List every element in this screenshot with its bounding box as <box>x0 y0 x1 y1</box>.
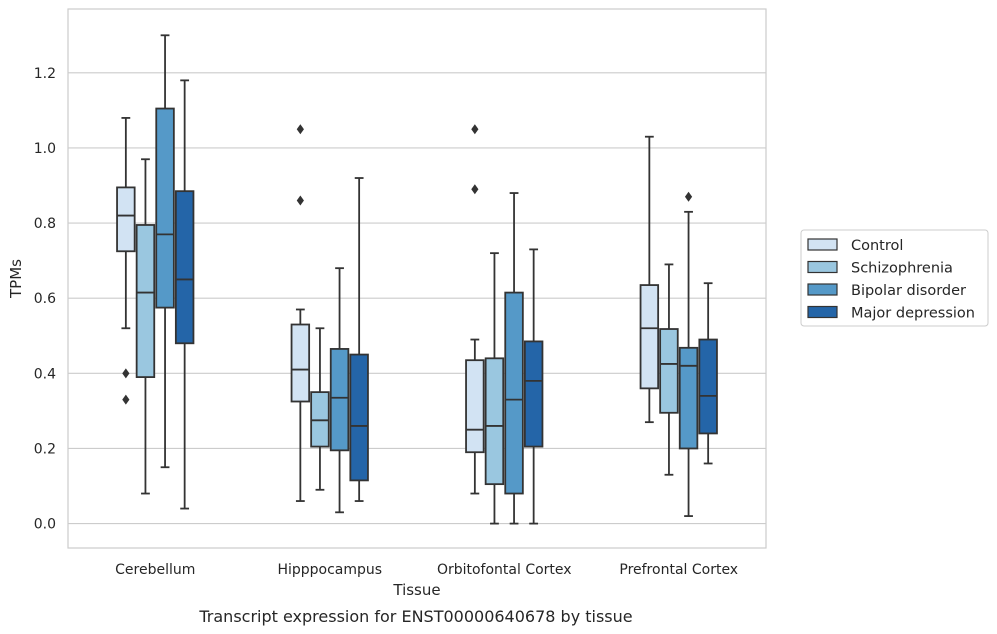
box-group <box>465 124 485 495</box>
y-axis-label: TPMs <box>7 259 25 299</box>
x-tick-label: Hipppocampus <box>277 562 382 578</box>
y-tick-label: 0.4 <box>34 366 56 382</box>
box-group <box>329 267 350 514</box>
outlier-point <box>684 191 693 202</box>
box <box>639 284 660 390</box>
figure-caption: Transcript expression for ENST0000064067… <box>198 607 632 626</box>
y-tick-labels: 0.0 0.2 0.4 0.6 0.8 1.0 1.2 <box>34 66 56 533</box>
box-group <box>174 79 195 510</box>
box <box>349 353 369 482</box>
box <box>329 348 350 452</box>
x-tick-label: Prefrontal Cortex <box>619 562 738 578</box>
box <box>465 359 485 454</box>
box-group <box>678 191 699 517</box>
box <box>174 190 195 345</box>
outlier-point <box>471 124 479 135</box>
legend-label: Bipolar disorder <box>851 283 966 299</box>
box-group <box>349 177 369 502</box>
legend-swatch <box>807 238 838 251</box>
y-tick-label: 1.2 <box>34 66 56 82</box>
box-plot-series <box>116 34 718 525</box>
box <box>698 338 718 435</box>
legend-frame <box>800 229 989 327</box>
outlier-point <box>122 368 130 379</box>
legend-label: Schizophrenia <box>851 261 953 277</box>
x-tick-label: Cerebellum <box>115 562 195 578</box>
outlier-point <box>471 184 479 195</box>
x-axis-label: Tissue <box>392 581 440 599</box>
box <box>135 224 156 378</box>
outlier-point <box>296 195 304 206</box>
box-group <box>135 158 156 495</box>
outlier-point <box>296 124 304 135</box>
x-tick-label: Orbitofontal Cortex <box>437 562 572 578</box>
y-tick-label: 0.8 <box>34 216 56 232</box>
box-group <box>155 34 175 469</box>
legend-swatch <box>807 305 838 319</box>
box-group <box>523 248 544 525</box>
x-tick-labels: Cerebellum Hipppocampus Orbitofontal Corte… <box>115 562 738 578</box>
box-group <box>290 124 311 502</box>
box <box>116 186 136 253</box>
box-group <box>639 135 660 424</box>
box-group <box>698 282 718 465</box>
legend-swatch <box>807 260 838 274</box>
legend-item: Major depression <box>807 305 975 322</box>
box <box>155 107 175 309</box>
y-tick-label: 0.6 <box>34 291 56 307</box>
box-group <box>659 263 679 476</box>
box-group <box>484 252 505 525</box>
plot-frame <box>67 8 767 549</box>
box <box>659 328 679 414</box>
outlier-point <box>122 394 130 405</box>
box <box>678 346 699 450</box>
legend-label: Major depression <box>851 306 975 322</box>
legend: Control Schizophrenia Bipolar disorder Majo… <box>800 229 989 327</box>
box-group <box>504 192 524 525</box>
box <box>484 357 505 486</box>
box <box>310 391 330 448</box>
box <box>290 323 311 403</box>
y-tick-label: 0.2 <box>34 441 56 457</box>
y-tick-label: 0.0 <box>34 517 56 533</box>
box <box>523 340 544 448</box>
box-group <box>116 117 136 405</box>
box <box>504 291 524 495</box>
legend-label: Control <box>851 238 903 254</box>
legend-swatch <box>807 283 838 296</box>
legend-item: Control <box>807 238 903 254</box>
legend-item: Schizophrenia <box>807 260 953 277</box>
legend-item: Bipolar disorder <box>807 283 966 299</box>
y-tick-label: 1.0 <box>34 141 56 157</box>
box-group <box>310 327 330 491</box>
